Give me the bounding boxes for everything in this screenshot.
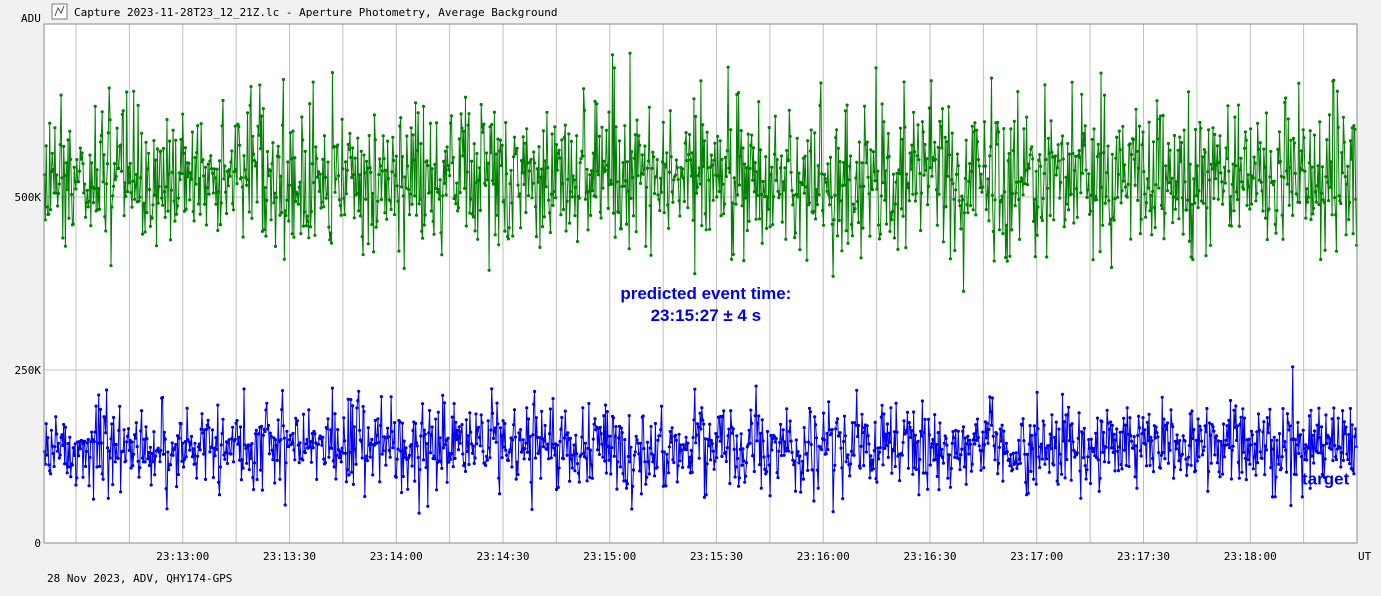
x-tick-label: 23:18:00	[1224, 550, 1277, 563]
series-line	[43, 53, 1358, 292]
y-tick-labels: 0 250K 500K	[15, 191, 42, 550]
chart-app-icon-glyph	[54, 5, 65, 17]
y-axis-label: ADU	[21, 12, 41, 25]
chart-app-icon[interactable]	[51, 3, 68, 20]
window-title-bar: Capture 2023-11-28T23_12_21Z.lc - Apertu…	[51, 3, 557, 20]
x-tick-label: 23:15:00	[583, 550, 636, 563]
predicted-event-annotation-line1: predicted event time:	[620, 284, 791, 303]
x-tick-label: 23:14:30	[477, 550, 530, 563]
x-tick-label: 23:17:30	[1117, 550, 1170, 563]
x-tick-label: 23:16:30	[904, 550, 957, 563]
predicted-event-annotation-line2: 23:15:27 ± 4 s	[651, 306, 761, 325]
series-layer	[42, 51, 1359, 515]
x-tick-label: 23:17:00	[1010, 550, 1063, 563]
series-target	[42, 365, 1359, 515]
plot-border	[43, 23, 1358, 544]
x-tick-label: 23:14:00	[370, 550, 423, 563]
x-tick-label: 23:13:00	[156, 550, 209, 563]
target-series-label: target	[1302, 469, 1350, 488]
x-tick-label: 23:16:00	[797, 550, 850, 563]
window-title: Capture 2023-11-28T23_12_21Z.lc - Apertu…	[74, 6, 557, 19]
y-tick-label: 250K	[15, 364, 42, 377]
y-tick-label: 500K	[15, 191, 42, 204]
x-axis-label: UT	[1358, 550, 1372, 563]
x-tick-labels: 23:13:00 23:13:30 23:14:00 23:14:30 23:15:00…	[156, 550, 1276, 563]
x-tick-label: 23:15:30	[690, 550, 743, 563]
series-line	[43, 366, 1358, 514]
x-tick-label: 23:13:30	[263, 550, 316, 563]
y-tick-label: 0	[34, 537, 41, 550]
footer-caption: 28 Nov 2023, ADV, QHY174-GPS	[47, 572, 232, 585]
